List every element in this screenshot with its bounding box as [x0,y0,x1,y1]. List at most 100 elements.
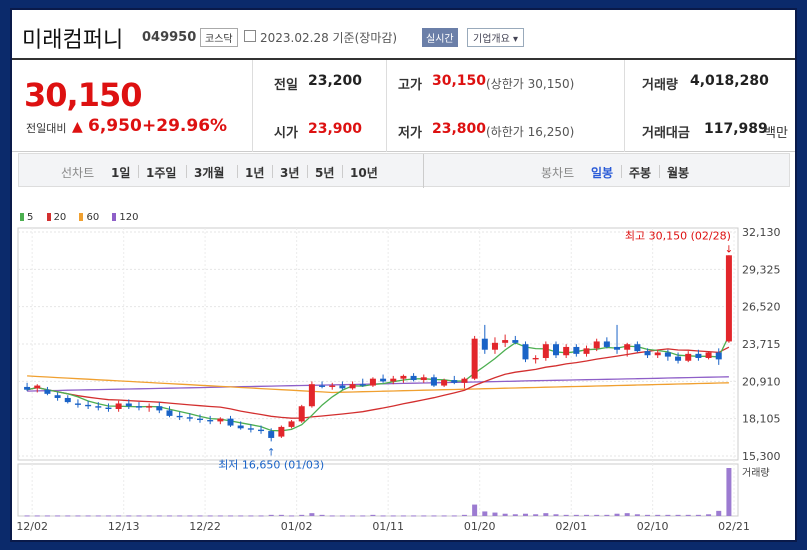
candle-body [298,406,305,422]
volume-bar [573,514,579,516]
period-10y[interactable]: 10년 [350,166,378,180]
candle-body [176,415,183,418]
volume-bar [421,515,427,517]
candlestick-chart[interactable]: 32,130 29,325 26,520 23,715 20,910 18,105 15,3… [12,222,799,542]
stock-panel: 미래컴퍼니 049950 코스닥 2023.02.28 기준(장마감) 실시간 … [10,8,797,542]
period-3m[interactable]: 3개월 [194,166,225,180]
y-tick-label: 32,130 [742,226,781,239]
candle-weekly[interactable]: 주봉 [629,166,652,180]
candle-body [614,346,621,350]
volume-bar [228,515,234,517]
volume-bar [563,514,569,516]
volume-bar [268,514,274,516]
candle-body [105,407,112,409]
volume-bar [299,514,305,516]
candle-body [359,384,366,386]
amount-label: 거래대금 [642,126,690,141]
volume-bar [400,515,406,517]
period-5y[interactable]: 5년 [315,166,335,180]
period-1y[interactable]: 1년 [245,166,265,180]
volume-bar [553,514,559,516]
realtime-button[interactable]: 실시간 [422,28,458,47]
chart-legend: 5 20 60 120 [20,212,149,223]
volume-bar [726,468,732,516]
candle-body [268,431,275,438]
candle-body [522,344,529,360]
volume-bar [146,515,152,517]
candle-body [24,386,31,390]
candle-body [563,346,570,356]
period-1w[interactable]: 1주일 [146,166,177,180]
legend-ma20: 20 [46,212,67,223]
volume-bar [512,514,518,516]
lower-limit: (하한가 16,250) [486,125,575,139]
volume-bar [482,511,488,516]
upper-limit: (상한가 30,150) [486,77,575,91]
candle-body [502,340,509,343]
candle-body [512,340,519,343]
volume-bar [461,514,467,516]
separator [186,165,187,178]
open-label: 시가 [274,126,298,141]
volume-bar [522,513,528,516]
candle-body [135,406,142,408]
separator [138,165,139,178]
x-tick-label: 12/02 [16,520,48,533]
volume-bar [706,514,712,516]
candle-body [532,357,539,360]
volume-bar [55,515,61,517]
volume-bar [187,515,193,517]
volume-bar [675,514,681,516]
volume-bar [126,515,132,517]
high-label: 고가 [398,78,422,93]
candle-body [217,418,224,422]
candle-body [491,342,498,350]
candle-body [95,406,102,408]
volume-bar [441,515,447,517]
change-value: 6,950 [88,116,142,136]
volume-bar [624,513,630,516]
company-name[interactable]: 미래컴퍼니 [22,28,124,53]
candle-chart-label[interactable]: 봉차트 [541,166,575,180]
candle-body [664,352,671,357]
candle-body [85,404,92,407]
line-chart-label[interactable]: 선차트 [61,166,95,180]
candle-body [54,395,61,398]
candle-daily[interactable]: 일봉 [591,166,614,180]
candle-body [441,380,448,386]
candle-body [380,378,387,382]
candle-body [410,375,417,381]
candle-body [624,344,631,350]
candle-body [461,378,468,383]
change-label: 전일대비 [26,122,67,135]
volume-label: 거래량 [642,78,678,93]
x-tick-label: 01/20 [464,520,496,533]
current-price: 30,150 [24,76,142,114]
volume-bar [655,514,661,516]
candle-body [278,426,285,437]
separator [621,165,622,178]
volume-bar [217,515,223,517]
low-value: 23,800 [432,121,487,137]
legend-swatch [112,213,117,221]
period-1d[interactable]: 1일 [111,166,131,180]
candle-body [553,344,559,356]
candle-monthly[interactable]: 월봉 [667,166,690,180]
legend-label: 20 [53,212,67,223]
ma60-line [27,375,729,394]
candle-body [675,356,682,361]
legend-ma120: 120 [112,212,139,223]
candle-body [725,255,732,342]
separator [659,165,660,178]
volume-plot-frame [17,463,739,517]
volume-bar [34,515,40,517]
legend-ma60: 60 [79,212,99,223]
volume-bar [258,515,264,517]
period-3y[interactable]: 3년 [280,166,300,180]
separator [307,165,308,178]
company-overview-dropdown[interactable]: 기업개요 ▾ [467,28,524,47]
separator [272,165,273,178]
ma20-line [26,346,730,419]
candle-body [654,352,661,356]
candle-body [705,352,712,358]
